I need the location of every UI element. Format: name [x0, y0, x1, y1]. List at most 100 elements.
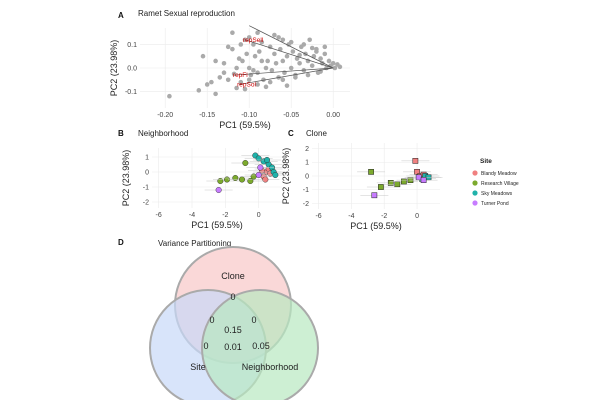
x-axis-label: PC1 (59.5%): [219, 120, 271, 130]
data-point: [401, 178, 407, 185]
data-point: [242, 86, 248, 92]
data-point: [394, 181, 401, 188]
data-point: [217, 177, 224, 184]
x-tick-label: 0: [415, 213, 419, 220]
venn-value: 0.01: [224, 342, 242, 352]
data-point: [326, 58, 332, 64]
data-point: [332, 65, 338, 71]
legend-entry: Turner Pond: [481, 201, 509, 207]
data-point: [309, 45, 315, 51]
data-point: [272, 32, 277, 38]
data-point: [238, 176, 245, 183]
data-point: [309, 63, 315, 68]
data-point: [280, 58, 286, 64]
panel-letter: C: [288, 129, 294, 138]
data-point: [412, 158, 419, 164]
data-point: [255, 70, 260, 76]
legend-swatch: [472, 170, 478, 176]
data-point: [288, 65, 294, 71]
data-point: [252, 53, 258, 59]
data-point: [305, 72, 311, 78]
panel-a: -0.20 -0.15 -0.10 -0.05 0.00 -0.1 0.0 0.1 PC1 (5…: [109, 9, 350, 130]
venn-set-label: Clone: [221, 271, 245, 281]
data-point: [234, 65, 239, 71]
venn-value: 0.05: [252, 341, 270, 351]
y-tick-label: 0.0: [127, 65, 137, 72]
data-point: [297, 52, 302, 58]
data-point: [371, 192, 378, 199]
panel-title: Neighborhood: [138, 129, 188, 138]
data-point: [255, 82, 260, 87]
data-point: [288, 39, 294, 45]
data-point: [330, 60, 336, 66]
y-tick-label: 2: [305, 146, 309, 153]
data-point: [240, 58, 245, 64]
data-point: [269, 68, 275, 73]
data-point: [221, 60, 227, 66]
data-point: [280, 77, 286, 83]
venn-circle: [201, 289, 319, 400]
x-tick-label: -6: [156, 212, 162, 219]
venn-value: 0: [209, 315, 214, 325]
legend-title: Site: [480, 158, 492, 165]
y-tick-label: 0: [145, 169, 149, 176]
data-point: [236, 56, 242, 61]
x-tick-label: 0: [257, 212, 261, 219]
data-point: [297, 60, 302, 66]
data-point: [378, 184, 384, 190]
data-point: [368, 169, 374, 175]
panel-letter: B: [118, 129, 124, 138]
y-tick-label: -1: [303, 187, 309, 194]
data-point: [238, 79, 244, 85]
x-tick-label: -4: [348, 213, 354, 220]
data-point: [257, 164, 264, 171]
loading-vector: [234, 67, 334, 76]
data-point: [200, 53, 206, 59]
venn-value: 0: [203, 341, 208, 351]
data-point: [318, 56, 323, 61]
legend-entry: Sky Meadows: [481, 191, 513, 197]
panel-title: Variance Partitioning: [158, 239, 231, 248]
data-point: [230, 30, 235, 36]
x-axis-label: PC1 (59.5%): [191, 220, 243, 230]
data-point: [261, 77, 266, 83]
venn-set-label: Neighborhood: [242, 362, 299, 372]
venn-value: 0: [251, 315, 256, 325]
venn-value: 0: [230, 292, 235, 302]
data-point: [167, 93, 172, 99]
data-point: [420, 177, 427, 183]
data-point: [264, 156, 271, 163]
data-point: [238, 42, 244, 47]
panel-letter: D: [118, 238, 124, 247]
data-point: [242, 159, 249, 166]
loading-vector: [244, 39, 334, 69]
data-point: [284, 53, 290, 59]
x-tick-label: -4: [189, 212, 195, 219]
data-point: [232, 174, 239, 181]
legend-swatch: [472, 190, 478, 196]
data-point: [280, 37, 286, 43]
y-axis-label: PC2 (23.98%): [121, 150, 131, 207]
data-point: [322, 44, 328, 50]
data-point: [276, 35, 281, 40]
y-tick-label: -1: [143, 184, 149, 191]
data-point: [225, 77, 231, 83]
data-point: [259, 39, 265, 45]
data-point: [213, 91, 218, 97]
x-tick-label: -2: [222, 212, 228, 219]
y-tick-label: 1: [145, 154, 149, 161]
data-point: [209, 79, 214, 85]
panel-c: -6 -4 -2 0 -2 -1 0 1 2 PC1 (59.5%) PC2 (23.98%) C Cl…: [281, 129, 519, 231]
data-point: [284, 83, 290, 88]
data-point: [267, 79, 273, 85]
data-point: [230, 46, 235, 52]
vector-label: repSell: [243, 37, 264, 44]
data-point: [246, 65, 252, 71]
data-point: [387, 180, 394, 186]
data-point: [263, 65, 269, 71]
panel-title: Ramet Sexual reproduction: [138, 9, 235, 18]
data-point: [337, 64, 343, 70]
data-point: [307, 37, 312, 43]
data-point: [244, 51, 249, 57]
